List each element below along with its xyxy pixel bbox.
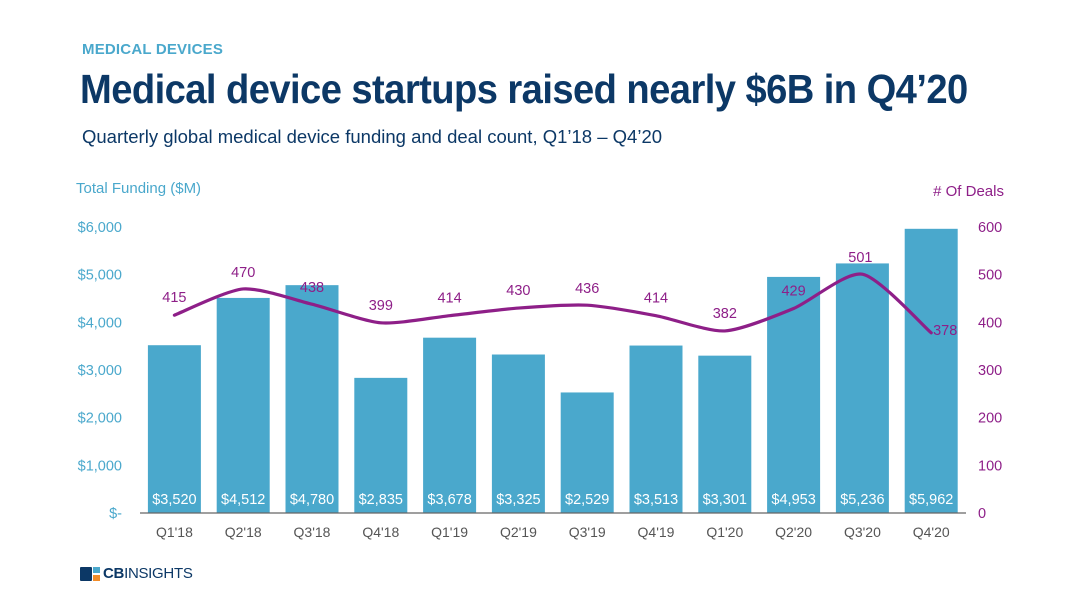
x-tick-label: Q1'18: [156, 524, 193, 540]
cbinsights-logo-icon: [80, 566, 100, 581]
right-axis-ticks: 0 100 200 300 400 500 600: [978, 220, 1002, 522]
x-tick-label: Q4'19: [638, 524, 675, 540]
logo-text-rest: INSIGHTS: [124, 565, 193, 582]
x-tick-label: Q2'19: [500, 524, 537, 540]
x-tick-label: Q1'19: [431, 524, 468, 540]
line-value-label: 399: [369, 298, 393, 314]
left-tick-label: $3,000: [78, 363, 122, 379]
bar-value-label: $4,780: [290, 492, 334, 508]
line-data-labels: 415 470 438 399 414 430 436 414 382 429 501 378: [162, 250, 957, 339]
line-value-label: 378: [933, 323, 957, 339]
bar-value-label: $3,678: [427, 492, 471, 508]
bar-value-label: $3,301: [703, 492, 747, 508]
x-tick-label: Q2'18: [225, 524, 262, 540]
line-value-label: 438: [300, 280, 324, 296]
right-tick-label: 100: [978, 458, 1002, 474]
right-tick-label: 0: [978, 506, 986, 522]
logo-text-bold: CB: [103, 565, 125, 582]
line-value-label: 414: [644, 291, 668, 307]
bar: [285, 285, 339, 513]
section-kicker: MEDICAL DEVICES: [82, 41, 224, 58]
right-tick-label: 600: [978, 220, 1002, 236]
right-axis-title: # Of Deals: [933, 183, 1004, 200]
line-value-label: 470: [231, 265, 255, 281]
x-tick-label: Q3'20: [844, 524, 881, 540]
left-axis-ticks: $- $1,000 $2,000 $3,000 $4,000 $5,000 $6,000: [78, 220, 123, 522]
bar: [629, 345, 683, 513]
left-tick-label: $-: [109, 506, 122, 522]
bar-value-label: $5,962: [909, 492, 953, 508]
right-tick-label: 500: [978, 268, 1002, 284]
chart-subtitle: Quarterly global medical device funding …: [82, 126, 663, 147]
line-value-label: 429: [781, 284, 805, 300]
x-tick-label: Q3'18: [294, 524, 331, 540]
left-tick-label: $6,000: [78, 220, 122, 236]
right-tick-label: 200: [978, 411, 1002, 427]
bar-value-label: $2,835: [359, 492, 403, 508]
left-tick-label: $2,000: [78, 411, 122, 427]
bar: [767, 276, 821, 513]
bar-series: [147, 228, 958, 513]
bar-data-labels: $3,520 $4,512 $4,780 $2,835 $3,678 $3,325 $2,5…: [152, 492, 953, 508]
bar-value-label: $3,520: [152, 492, 196, 508]
x-tick-label: Q4'18: [362, 524, 399, 540]
x-tick-label: Q4'20: [913, 524, 950, 540]
x-axis-ticks: Q1'18 Q2'18 Q3'18 Q4'18 Q1'19 Q2'19 Q3'19 Q4'19…: [156, 524, 950, 540]
bar: [835, 263, 889, 513]
bar: [698, 355, 752, 513]
x-tick-label: Q1'20: [706, 524, 743, 540]
bar-value-label: $2,529: [565, 492, 609, 508]
line-value-label: 414: [437, 291, 461, 307]
bar: [147, 345, 201, 513]
bar-value-label: $4,953: [771, 492, 815, 508]
x-tick-label: Q3'19: [569, 524, 606, 540]
bar: [216, 297, 270, 513]
bar-value-label: $3,513: [634, 492, 678, 508]
chart-title: Medical device startups raised nearly $6…: [80, 66, 968, 112]
line-value-label: 415: [162, 290, 186, 306]
left-tick-label: $1,000: [78, 458, 122, 474]
line-value-label: 501: [848, 250, 872, 266]
line-value-label: 430: [506, 283, 530, 299]
line-value-label: 436: [575, 281, 599, 297]
right-tick-label: 400: [978, 315, 1002, 331]
x-tick-label: Q2'20: [775, 524, 812, 540]
right-tick-label: 300: [978, 363, 1002, 379]
bar-value-label: $3,325: [496, 492, 540, 508]
bar: [491, 354, 545, 513]
bar-value-label: $4,512: [221, 492, 265, 508]
bar: [904, 228, 958, 513]
line-value-label: 382: [713, 306, 737, 322]
bar: [560, 392, 614, 513]
left-tick-label: $4,000: [78, 315, 122, 331]
bar: [354, 377, 408, 513]
bar-value-label: $5,236: [840, 492, 884, 508]
left-axis-title: Total Funding ($M): [76, 180, 201, 197]
bar: [423, 337, 477, 513]
cbinsights-logo: CBINSIGHTS: [80, 565, 193, 582]
left-tick-label: $5,000: [78, 268, 122, 284]
deals-line: [172, 272, 933, 335]
